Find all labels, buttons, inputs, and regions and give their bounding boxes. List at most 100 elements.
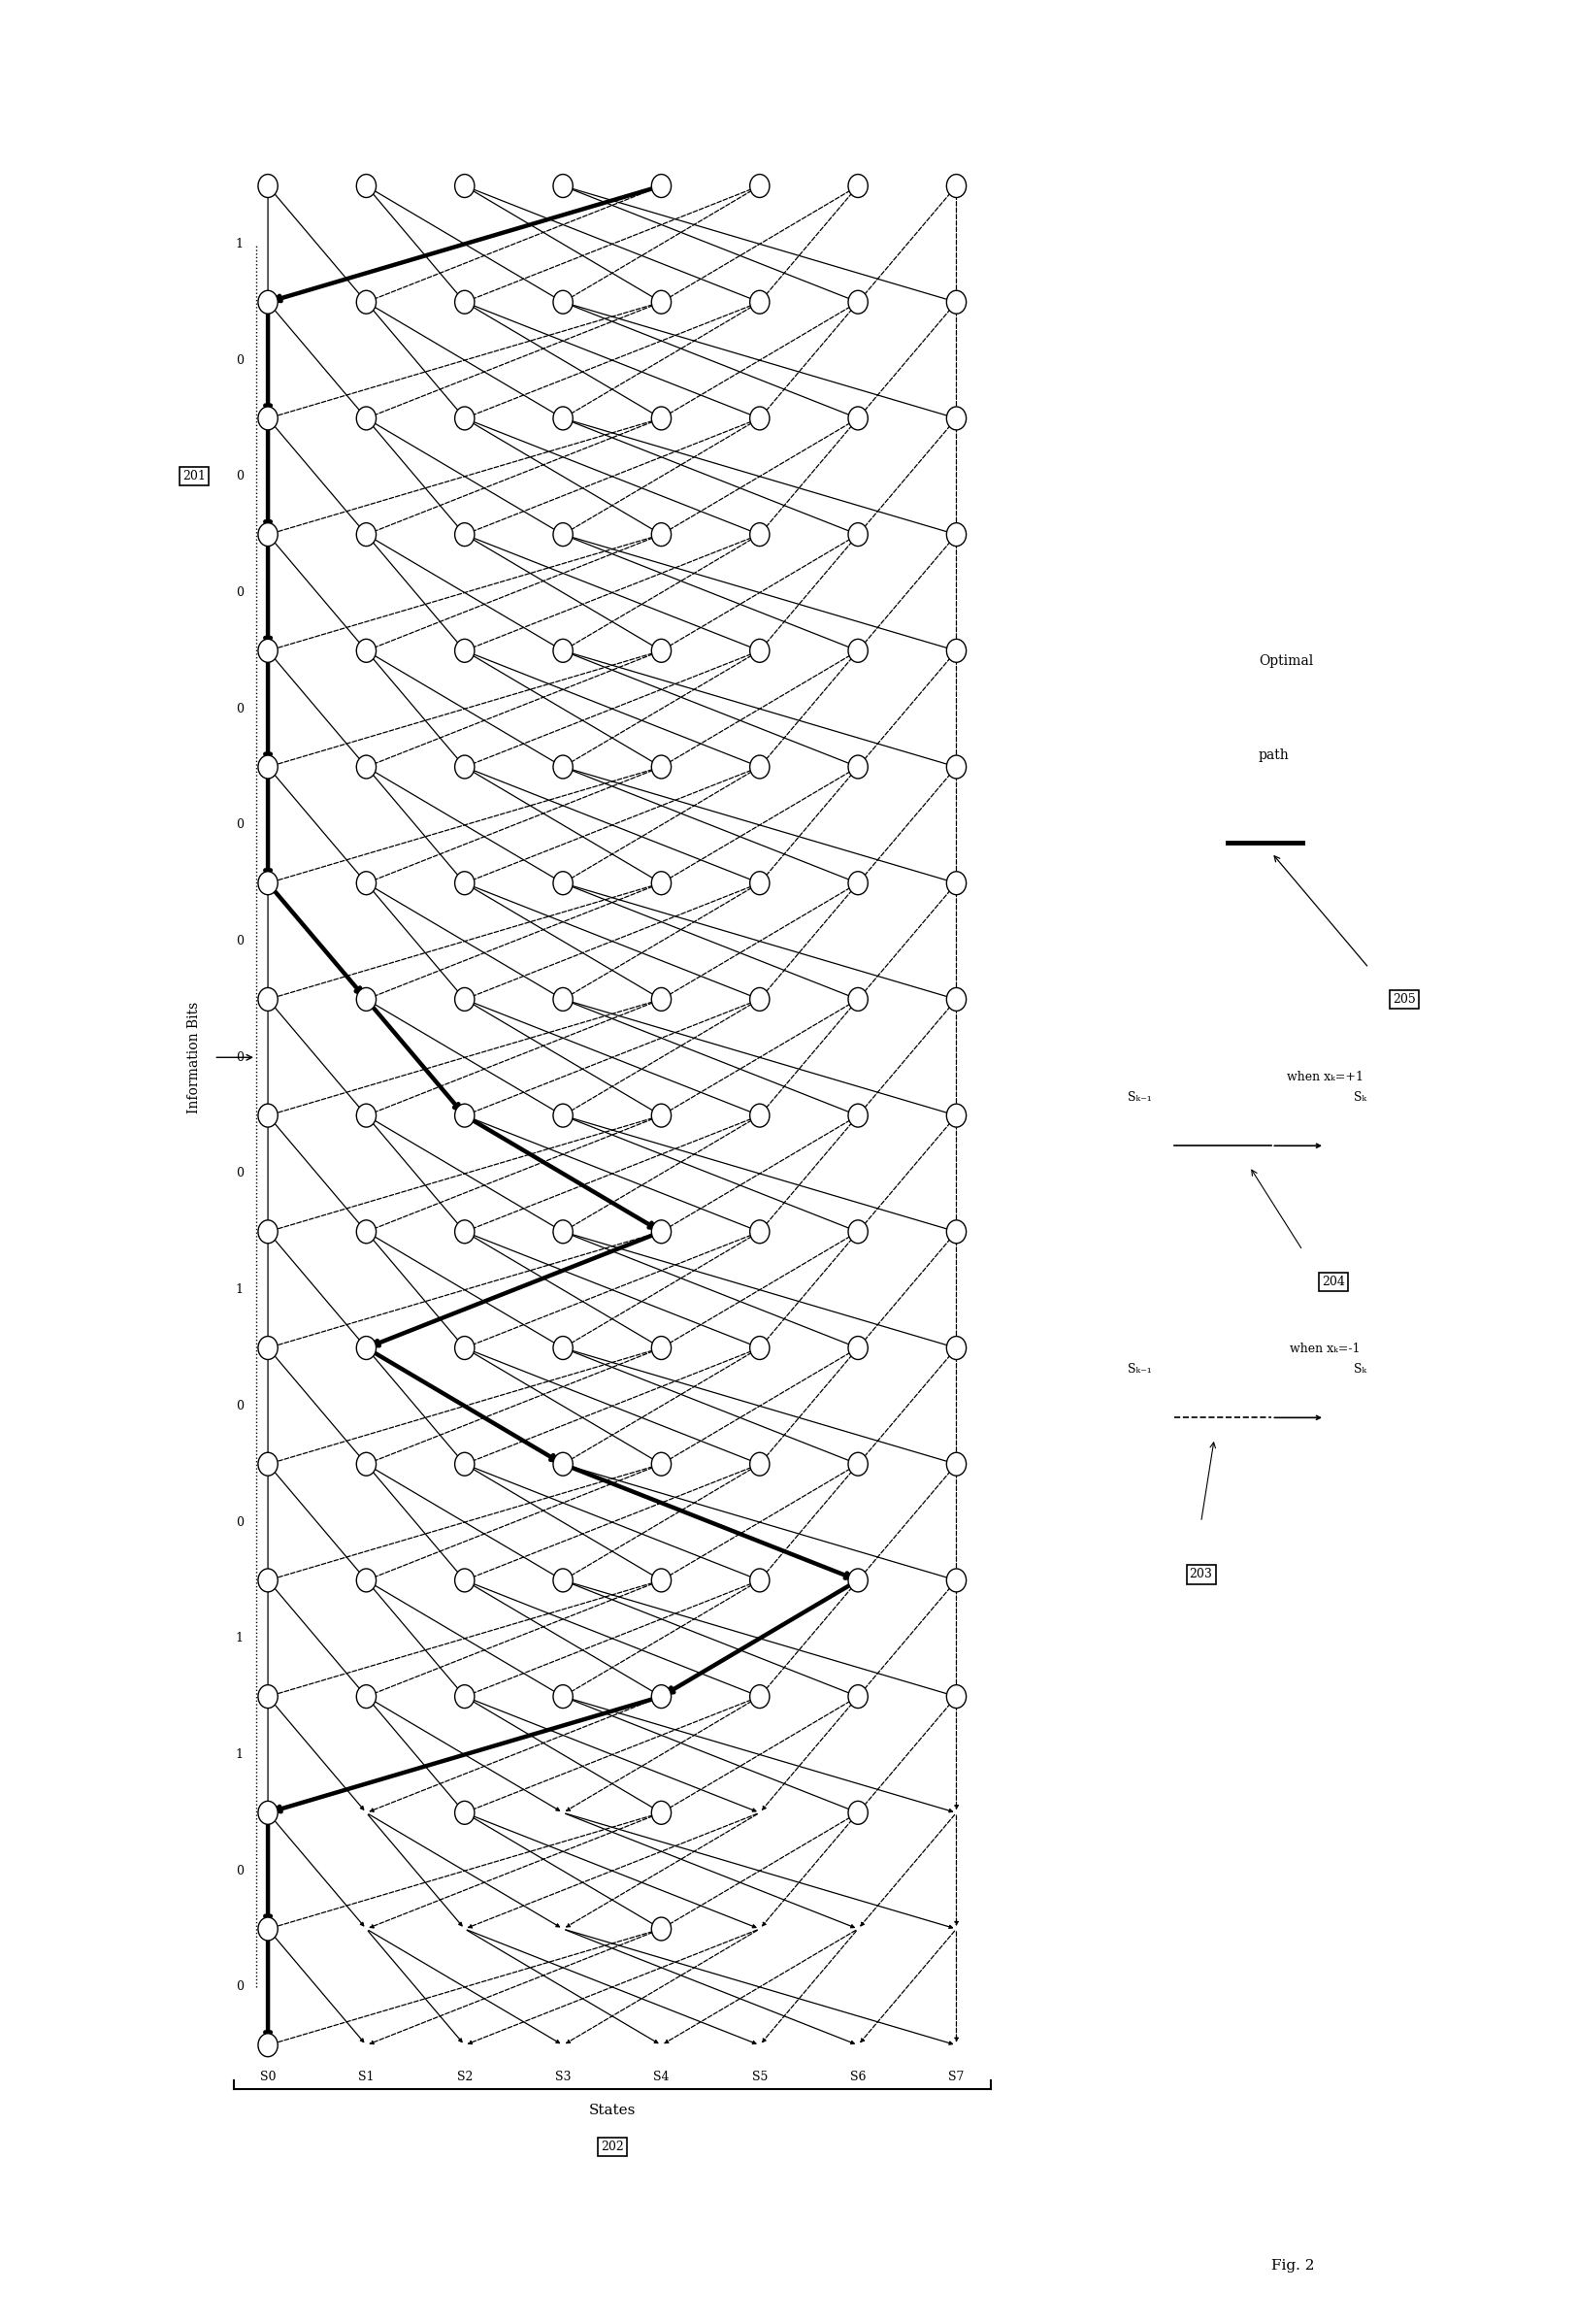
Text: 205: 205 (1392, 992, 1416, 1006)
Circle shape (554, 639, 572, 662)
Circle shape (848, 174, 867, 198)
Circle shape (454, 1336, 475, 1360)
Circle shape (259, 174, 278, 198)
Circle shape (259, 1220, 278, 1243)
Circle shape (454, 174, 475, 198)
Circle shape (259, 1336, 278, 1360)
Circle shape (651, 1685, 672, 1708)
Circle shape (454, 1801, 475, 1824)
Text: S0: S0 (260, 2071, 276, 2082)
Circle shape (259, 1917, 278, 1941)
Text: S1: S1 (358, 2071, 374, 2082)
Circle shape (946, 1336, 967, 1360)
Text: States: States (588, 2103, 636, 2117)
Text: Sₖ: Sₖ (1353, 1092, 1366, 1104)
Circle shape (946, 174, 967, 198)
Text: 0: 0 (235, 1399, 243, 1413)
Text: S6: S6 (850, 2071, 866, 2082)
Text: S4: S4 (653, 2071, 669, 2082)
Text: 0: 0 (235, 353, 243, 367)
Circle shape (946, 1220, 967, 1243)
Circle shape (946, 872, 967, 895)
Circle shape (259, 523, 278, 546)
Text: when xₖ=-1: when xₖ=-1 (1290, 1343, 1359, 1355)
Circle shape (356, 1685, 375, 1708)
Circle shape (454, 407, 475, 430)
Text: Fig. 2: Fig. 2 (1271, 2259, 1315, 2273)
Circle shape (356, 290, 375, 314)
Circle shape (651, 1220, 672, 1243)
Circle shape (554, 755, 572, 779)
Circle shape (651, 1801, 672, 1824)
Circle shape (454, 1220, 475, 1243)
Circle shape (259, 407, 278, 430)
Circle shape (259, 1104, 278, 1127)
Circle shape (749, 755, 770, 779)
Circle shape (848, 988, 867, 1011)
Circle shape (554, 872, 572, 895)
Circle shape (554, 1336, 572, 1360)
Text: when xₖ=+1: when xₖ=+1 (1287, 1071, 1363, 1083)
Circle shape (749, 290, 770, 314)
Circle shape (356, 174, 375, 198)
Circle shape (259, 2034, 278, 2057)
Circle shape (946, 755, 967, 779)
Circle shape (356, 407, 375, 430)
Circle shape (554, 988, 572, 1011)
Circle shape (749, 1220, 770, 1243)
Circle shape (259, 1569, 278, 1592)
Circle shape (454, 1685, 475, 1708)
Circle shape (651, 407, 672, 430)
Circle shape (259, 1685, 278, 1708)
Circle shape (651, 1917, 672, 1941)
Circle shape (259, 290, 278, 314)
Circle shape (259, 872, 278, 895)
Circle shape (848, 523, 867, 546)
Circle shape (848, 407, 867, 430)
Circle shape (356, 1452, 375, 1476)
Circle shape (848, 755, 867, 779)
Circle shape (749, 988, 770, 1011)
Circle shape (946, 988, 967, 1011)
Circle shape (749, 1104, 770, 1127)
Text: 1: 1 (235, 1748, 243, 1762)
Circle shape (454, 290, 475, 314)
Circle shape (651, 872, 672, 895)
Circle shape (554, 407, 572, 430)
Circle shape (356, 639, 375, 662)
Text: 201: 201 (183, 469, 205, 483)
Circle shape (356, 872, 375, 895)
Circle shape (946, 639, 967, 662)
Circle shape (259, 639, 278, 662)
Circle shape (651, 1569, 672, 1592)
Text: 0: 0 (235, 1050, 243, 1064)
Circle shape (651, 639, 672, 662)
Circle shape (356, 755, 375, 779)
Circle shape (554, 290, 572, 314)
Circle shape (454, 1104, 475, 1127)
Circle shape (554, 1685, 572, 1708)
Circle shape (554, 1452, 572, 1476)
Circle shape (554, 523, 572, 546)
Circle shape (848, 1569, 867, 1592)
Text: 202: 202 (601, 2140, 623, 2152)
Circle shape (554, 1569, 572, 1592)
Circle shape (356, 1220, 375, 1243)
Text: S5: S5 (752, 2071, 768, 2082)
Circle shape (454, 523, 475, 546)
Circle shape (651, 1336, 672, 1360)
Circle shape (749, 639, 770, 662)
Circle shape (946, 523, 967, 546)
Text: 0: 0 (235, 1980, 243, 1994)
Text: 0: 0 (235, 1167, 243, 1181)
Circle shape (259, 755, 278, 779)
Text: 0: 0 (235, 934, 243, 948)
Text: S7: S7 (948, 2071, 964, 2082)
Text: 0: 0 (235, 586, 243, 600)
Circle shape (749, 872, 770, 895)
Circle shape (946, 1104, 967, 1127)
Circle shape (651, 755, 672, 779)
Circle shape (749, 407, 770, 430)
Circle shape (454, 988, 475, 1011)
Text: 0: 0 (235, 1864, 243, 1878)
